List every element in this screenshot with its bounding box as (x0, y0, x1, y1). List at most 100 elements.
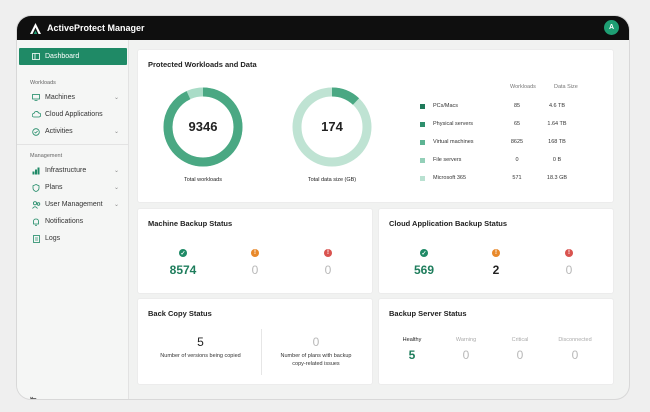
cloud-success-value: 569 (413, 263, 435, 277)
error-circle-icon: ! (324, 249, 332, 257)
backup-copy-issues-label-line1: Number of plans with backup (280, 353, 352, 359)
machine-error-stat[interactable]: ! 0 (298, 249, 358, 277)
collapse-sidebar-icon[interactable]: ⇤ (30, 394, 37, 399)
machine-backup-status-card: Machine Backup Status ✓ 8574 ! 0 ! 0 (137, 208, 373, 294)
versions-copied-stat[interactable]: 5 Number of versions being copied (148, 335, 253, 360)
warning-circle-icon: ! (251, 249, 259, 257)
cloud-backup-status-card: Cloud Application Backup Status ✓ 569 ! … (378, 208, 614, 294)
server-warning-value: 0 (462, 348, 470, 362)
back-copy-status-card: Back Copy Status 5 Number of versions be… (137, 298, 373, 385)
nav-section-management: Management (30, 153, 63, 159)
cloud-error-value: 0 (565, 263, 573, 277)
sidebar-item-machines[interactable]: Machines ⌄ (19, 89, 127, 106)
sidebar-item-notifications[interactable]: Notifications (19, 213, 127, 230)
server-healthy-value: 5 (408, 348, 416, 362)
machine-warning-stat[interactable]: ! 0 (225, 249, 285, 277)
dashboard-icon (30, 53, 42, 60)
row-name: PCs/Macs (433, 103, 459, 109)
row-workloads: 8625 (510, 139, 524, 145)
column-header-workloads: Workloads (510, 84, 536, 90)
table-row: Virtual machines 8625 168 TB (420, 138, 580, 148)
card-title: Backup Server Status (389, 309, 467, 318)
server-critical-stat[interactable]: Critical 0 (490, 337, 550, 362)
total-workloads-label: Total workloads (184, 177, 222, 183)
sidebar-item-plans[interactable]: Plans ⌄ (19, 179, 127, 196)
protected-workloads-card: Protected Workloads and Data 9346 Total … (137, 49, 614, 203)
row-data-size: 0 B (552, 157, 562, 163)
monitor-icon (30, 94, 42, 101)
card-title: Machine Backup Status (148, 219, 233, 228)
server-healthy-stat[interactable]: Healthy 5 (382, 337, 442, 362)
sidebar-item-label: Plans (45, 184, 63, 191)
machine-warning-value: 0 (251, 263, 259, 277)
legend-swatch (420, 104, 425, 109)
legend-swatch (420, 122, 425, 127)
cloud-warning-value: 2 (492, 263, 500, 277)
machine-success-stat[interactable]: ✓ 8574 (153, 249, 213, 277)
server-critical-label: Critical (511, 337, 529, 343)
server-disconnected-stat[interactable]: Disconnected 0 (545, 337, 605, 362)
sidebar-item-user-management[interactable]: User Management ⌄ (19, 196, 127, 213)
row-name: Microsoft 365 (433, 175, 467, 181)
sidebar: Dashboard Workloads Machines ⌄ Cloud App… (17, 40, 129, 399)
users-icon (30, 200, 42, 209)
backup-copy-issues-stat[interactable]: 0 Number of plans with backup copy-relat… (266, 335, 366, 368)
backup-copy-issues-value: 0 (312, 335, 320, 349)
server-warning-stat[interactable]: Warning 0 (436, 337, 496, 362)
versions-copied-label: Number of versions being copied (160, 353, 241, 359)
row-workloads: 65 (513, 121, 521, 127)
column-header-data-size: Data Size (554, 84, 578, 90)
activity-icon (30, 127, 42, 136)
table-row: PCs/Macs 85 4.6 TB (420, 102, 580, 112)
sidebar-item-label: Activities (45, 128, 73, 135)
sidebar-item-logs[interactable]: Logs (19, 230, 127, 247)
server-disconnected-label: Disconnected (558, 337, 592, 343)
divider (261, 329, 262, 375)
user-avatar[interactable]: A (604, 20, 619, 35)
table-row: Microsoft 365 571 18.3 GB (420, 174, 580, 184)
total-data-arc (292, 87, 372, 167)
server-warning-label: Warning (455, 337, 477, 343)
row-name: Virtual machines (433, 139, 474, 145)
chevron-down-icon: ⌄ (113, 168, 119, 174)
total-data-value: 174 (321, 119, 343, 134)
total-workloads-arc (163, 87, 243, 167)
machine-error-value: 0 (324, 263, 332, 277)
chevron-down-icon: ⌄ (113, 185, 119, 191)
row-name: Physical servers (433, 121, 474, 127)
server-critical-value: 0 (516, 348, 524, 362)
chevron-down-icon: ⌄ (113, 202, 119, 208)
sidebar-item-cloud-applications[interactable]: Cloud Applications (19, 106, 127, 123)
legend-swatch (420, 176, 425, 181)
machine-success-value: 8574 (169, 263, 197, 277)
row-workloads: 571 (512, 175, 522, 181)
cloud-warning-stat[interactable]: ! 2 (466, 249, 526, 277)
app-window: ActiveProtect Manager A Dashboard Worklo… (17, 16, 629, 399)
backup-copy-issues-label-line2: copy-related issues (292, 361, 340, 367)
cloud-icon (30, 111, 42, 118)
check-circle-icon: ✓ (179, 249, 187, 257)
sidebar-item-label: Dashboard (45, 53, 80, 60)
card-title: Back Copy Status (148, 309, 212, 318)
legend-swatch (420, 140, 425, 145)
chevron-down-icon: ⌄ (113, 95, 119, 101)
document-icon (30, 234, 42, 243)
sidebar-item-activities[interactable]: Activities ⌄ (19, 123, 127, 140)
total-workloads-value: 9346 (188, 119, 218, 134)
error-circle-icon: ! (565, 249, 573, 257)
chevron-down-icon: ⌄ (113, 129, 119, 135)
sidebar-item-infrastructure[interactable]: Infrastructure ⌄ (19, 162, 127, 179)
card-title: Protected Workloads and Data (148, 60, 257, 69)
app-title: ActiveProtect Manager (47, 23, 145, 33)
row-data-size: 18.3 GB (546, 175, 568, 181)
sidebar-item-label: Notifications (45, 218, 84, 225)
sidebar-item-dashboard[interactable]: Dashboard (19, 48, 127, 65)
warning-circle-icon: ! (492, 249, 500, 257)
cloud-success-stat[interactable]: ✓ 569 (394, 249, 454, 277)
cloud-error-stat[interactable]: ! 0 (539, 249, 599, 277)
table-row: File servers 0 0 B (420, 156, 580, 166)
sidebar-item-label: Machines (45, 94, 75, 101)
row-workloads: 0 (515, 157, 519, 163)
total-workloads-donut (163, 87, 243, 167)
app-logo-icon (28, 21, 42, 35)
